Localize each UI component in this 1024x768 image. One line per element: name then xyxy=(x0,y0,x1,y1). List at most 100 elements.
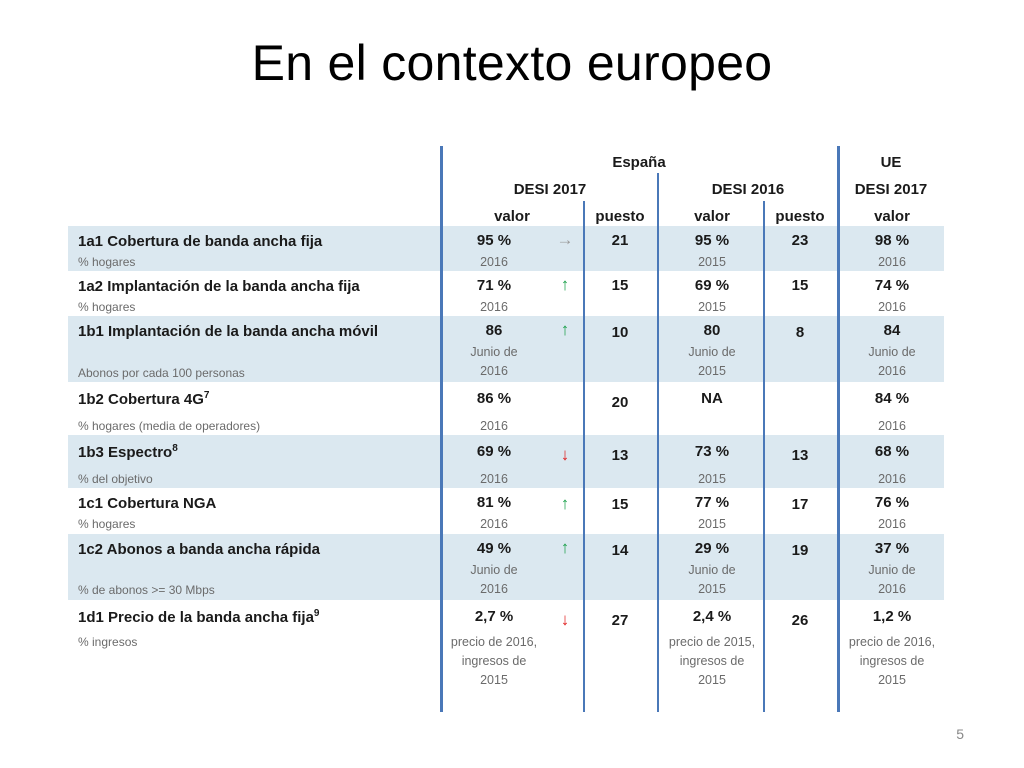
es17-value: 49 % xyxy=(476,540,512,557)
es17-value: 2,7 % xyxy=(474,608,514,625)
indicator-name: 1c1 Cobertura NGA xyxy=(78,495,217,512)
eu17-sub: 2016 xyxy=(878,472,906,486)
es17-value: 95 % xyxy=(476,232,512,249)
indicator-unit: % de abonos >= 30 Mbps xyxy=(78,583,215,597)
es16-rank: 13 xyxy=(791,447,809,464)
footnote-ref: 7 xyxy=(203,390,210,401)
es16-value: 95 % xyxy=(694,232,730,249)
es16-rank: 8 xyxy=(795,324,805,341)
es16-sub: 2015 xyxy=(698,517,726,531)
indicator-name: 1c2 Abonos a banda ancha rápida xyxy=(78,541,321,558)
row-band xyxy=(68,316,944,382)
table-row: 1a1 Cobertura de banda ancha fija % hoga… xyxy=(68,226,944,271)
es17-sub: 2016 xyxy=(480,255,508,269)
trend-up-icon: ↑ xyxy=(560,275,570,294)
row-band xyxy=(68,534,944,600)
indicator-unit: % hogares (media de operadores) xyxy=(78,419,261,433)
indicator-unit: % hogares xyxy=(78,517,136,531)
es17-value: 86 % xyxy=(476,390,512,407)
eu17-value: 76 % xyxy=(874,494,910,511)
header-puesto-es17: puesto xyxy=(595,208,645,225)
desi-table: España UE DESI 2017 DESI 2016 DESI 2017 … xyxy=(68,146,944,712)
eu17-value: 74 % xyxy=(874,277,910,294)
eu17-sub: 2016 xyxy=(878,517,906,531)
trend-flat-icon: → xyxy=(556,230,574,249)
es16-sub: Junio de 2015 xyxy=(688,563,736,596)
indicator-name: 1b3 Espectro8 xyxy=(78,443,178,462)
header-desi2016-es: DESI 2016 xyxy=(711,181,785,198)
es16-rank: 15 xyxy=(791,277,809,294)
es16-value: 77 % xyxy=(694,494,730,511)
trend-down-icon: ↓ xyxy=(560,610,570,629)
es16-sub: 2015 xyxy=(698,472,726,486)
es17-value: 69 % xyxy=(476,443,512,460)
trend-down-icon: ↓ xyxy=(560,445,570,464)
header-ue: UE xyxy=(880,154,902,171)
es17-value: 86 xyxy=(485,322,503,339)
row-band xyxy=(68,226,944,271)
header-valor-es16: valor xyxy=(694,208,730,225)
slide-title: En el contexto europeo xyxy=(251,35,773,91)
es17-rank: 15 xyxy=(611,277,629,294)
es17-rank: 20 xyxy=(611,394,629,411)
eu17-value: 68 % xyxy=(874,443,910,460)
es16-sub: 2015 xyxy=(698,300,726,314)
header-desi2017-eu: DESI 2017 xyxy=(854,181,928,198)
indicator-unit: % hogares xyxy=(78,300,136,314)
es16-rank: 23 xyxy=(791,232,809,249)
eu17-sub: Junio de 2016 xyxy=(868,345,916,378)
eu17-value: 37 % xyxy=(874,540,910,557)
es16-rank: 17 xyxy=(791,496,809,513)
table-row: 1b1 Implantación de la banda ancha móvil… xyxy=(68,316,944,382)
es16-value: 69 % xyxy=(694,277,730,294)
es17-rank: 13 xyxy=(611,447,629,464)
indicator-name: 1d1 Precio de la banda ancha fija9 xyxy=(78,608,320,627)
indicator-name: 1a2 Implantación de la banda ancha fija xyxy=(78,278,360,295)
es17-sub: Junio de 2016 xyxy=(470,563,518,596)
indicator-unit: % del objetivo xyxy=(78,472,153,486)
es16-value: NA xyxy=(701,390,723,407)
divider-line xyxy=(657,173,659,712)
header-valor-es17: valor xyxy=(494,208,530,225)
eu17-value: 84 % xyxy=(874,390,910,407)
divider-line xyxy=(763,201,765,712)
row-band xyxy=(68,271,944,316)
es17-sub: 2016 xyxy=(480,300,508,314)
header-valor-eu17: valor xyxy=(874,208,910,225)
es16-rank: 19 xyxy=(791,542,809,559)
indicator-name: 1a1 Cobertura de banda ancha fija xyxy=(78,233,323,250)
es17-sub: 2016 xyxy=(480,419,508,433)
es16-rank: 26 xyxy=(791,612,809,629)
indicator-unit: % ingresos xyxy=(78,635,138,649)
indicator-unit: Abonos por cada 100 personas xyxy=(78,366,245,380)
es17-value: 81 % xyxy=(476,494,512,511)
eu17-sub: 2016 xyxy=(878,300,906,314)
es17-rank: 14 xyxy=(611,542,629,559)
es16-value: 80 xyxy=(703,322,721,339)
es16-sub: precio de 2015, ingresos de 2015 xyxy=(668,635,756,687)
trend-up-icon: ↑ xyxy=(560,494,570,513)
table-row: 1a2 Implantación de la banda ancha fija … xyxy=(68,271,944,316)
es17-sub: precio de 2016, ingresos de 2015 xyxy=(450,635,538,687)
es17-sub: Junio de 2016 xyxy=(470,345,518,378)
es17-sub: 2016 xyxy=(480,517,508,531)
table-row: 1b3 Espectro8 % del objetivo 69 % 2016 ↓… xyxy=(68,435,944,488)
table-row: 1c1 Cobertura NGA % hogares 81 % 2016 ↑ … xyxy=(68,488,944,534)
trend-up-icon: ↑ xyxy=(560,320,570,339)
header-puesto-es16: puesto xyxy=(775,208,825,225)
es16-value: 29 % xyxy=(694,540,730,557)
divider-line xyxy=(583,201,585,712)
eu17-sub: 2016 xyxy=(878,419,906,433)
eu17-sub: 2016 xyxy=(878,255,906,269)
footnote-ref: 8 xyxy=(172,443,178,454)
indicator-name: 1b1 Implantación de la banda ancha móvil xyxy=(78,323,379,340)
eu17-sub: precio de 2016, ingresos de 2015 xyxy=(848,635,936,687)
es16-sub: 2015 xyxy=(698,255,726,269)
divider-line xyxy=(837,146,840,712)
indicator-name: 1b2 Cobertura 4G7 xyxy=(78,390,210,409)
eu17-value: 98 % xyxy=(874,232,910,249)
row-band xyxy=(68,435,944,488)
es17-rank: 27 xyxy=(611,612,629,629)
eu17-sub: Junio de 2016 xyxy=(868,563,916,596)
es17-value: 71 % xyxy=(476,277,512,294)
